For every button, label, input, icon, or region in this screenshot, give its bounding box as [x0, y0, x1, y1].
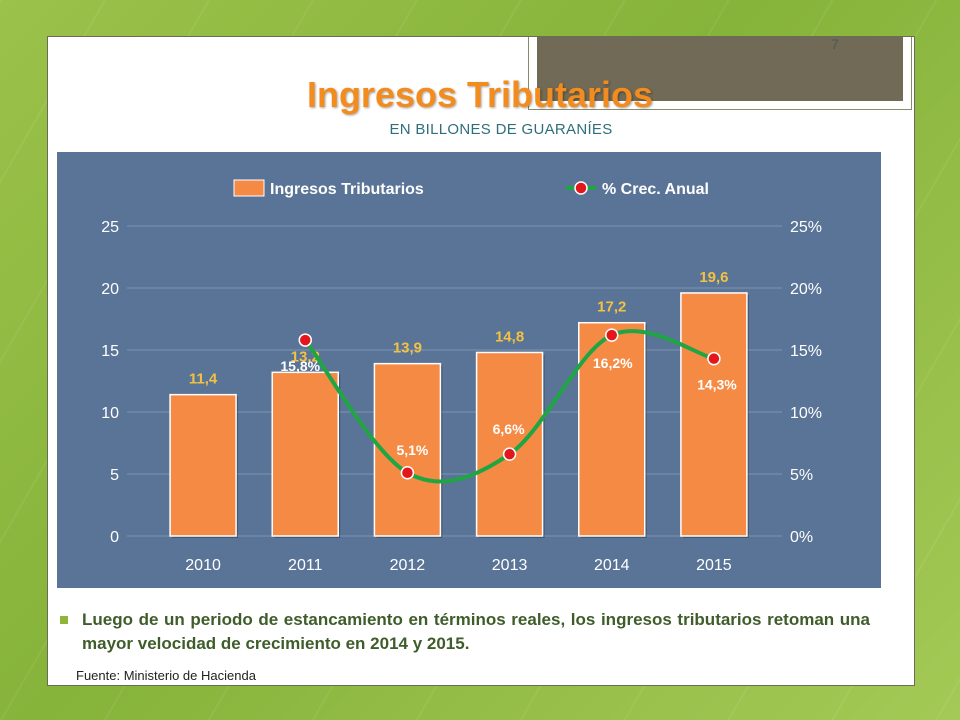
page-subtitle: EN BILLONES DE GUARANÍES — [389, 121, 613, 138]
growth-marker — [707, 351, 721, 366]
growth-marker — [502, 447, 517, 461]
y-left-tick-label: 25 — [101, 219, 119, 236]
square-bullet-icon — [60, 616, 68, 624]
bar-value-label: 19,6 — [699, 269, 728, 286]
y-right-tick-label: 5% — [790, 467, 813, 484]
slide-tab — [528, 37, 912, 110]
bar — [169, 393, 237, 537]
y-left-tick-label: 0 — [110, 529, 119, 546]
growth-value-label: 5,1% — [396, 442, 428, 458]
legend-bar-swatch — [233, 179, 265, 197]
growth-marker — [298, 333, 312, 347]
y-left-tick-label: 15 — [101, 343, 119, 360]
bar-value-label: 13,9 — [393, 340, 422, 357]
page-title: Ingresos Tributarios — [306, 74, 654, 115]
x-tick-label: 2013 — [492, 557, 528, 574]
x-tick-label: 2011 — [288, 557, 323, 574]
x-tick-label: 2015 — [696, 557, 732, 574]
y-right-tick-label: 25% — [790, 219, 822, 236]
source-note: Fuente: Ministerio de Hacienda — [76, 668, 256, 683]
growth-value-label: 15,8% — [280, 358, 320, 374]
bar — [373, 362, 442, 537]
legend-bar-label: Ingresos Tributarios — [270, 181, 424, 198]
legend-line-label: % Crec. Anual — [602, 181, 709, 198]
bar — [475, 351, 544, 537]
bar-value-label: 14,8 — [495, 328, 524, 345]
bar — [271, 371, 339, 537]
y-left-tick-label: 10 — [101, 405, 119, 422]
bullet-point: Luego de un periodo de estancamiento en … — [60, 608, 870, 656]
bar-line-chart: 05101520250%5%10%15%20%25%11,413,213,914… — [57, 152, 881, 588]
y-right-tick-label: 20% — [790, 281, 822, 298]
growth-value-label: 6,6% — [493, 421, 525, 437]
bullet-text: Luego de un periodo de estancamiento en … — [82, 610, 870, 653]
x-tick-label: 2014 — [594, 557, 630, 574]
growth-marker — [400, 466, 415, 480]
x-tick-label: 2010 — [185, 557, 221, 574]
slide-number: 7 — [831, 36, 839, 52]
y-left-tick-label: 5 — [110, 467, 119, 484]
y-right-tick-label: 15% — [790, 343, 822, 360]
y-left-tick-label: 20 — [101, 281, 119, 298]
growth-value-label: 14,3% — [697, 377, 737, 393]
bar-value-label: 11,4 — [189, 371, 218, 388]
bar — [578, 321, 646, 537]
slide-tab-fill — [537, 37, 903, 101]
bar-value-label: 17,2 — [597, 299, 626, 316]
bar — [680, 292, 748, 537]
chart-container: 0 5 10 15 20 25 0% 5% 10% 15% 20% 25% 11,4 13,2 13,9 14… — [57, 152, 881, 588]
x-tick-label: 2012 — [390, 557, 426, 574]
legend-marker-swatch — [574, 181, 588, 195]
y-right-tick-label: 0% — [790, 529, 813, 546]
y-right-tick-label: 10% — [790, 405, 822, 422]
growth-marker — [605, 328, 619, 342]
growth-value-label: 16,2% — [593, 355, 633, 371]
